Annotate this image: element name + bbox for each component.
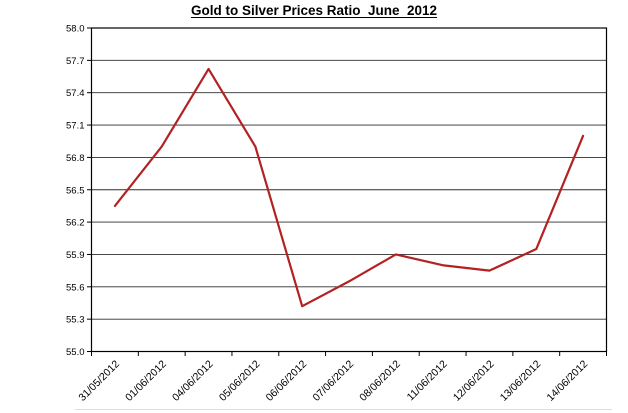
y-axis-label: 58.0 — [66, 24, 85, 35]
x-axis-label: 13/06/2012 — [498, 358, 544, 404]
y-axis-label: 56.2 — [66, 218, 85, 229]
x-axis-label: 11/06/2012 — [405, 358, 450, 403]
y-axis-label: 55.6 — [66, 282, 85, 293]
x-axis-label: 05/06/2012 — [217, 358, 263, 404]
x-axis-label: 31/05/2012 — [76, 358, 122, 404]
x-axis-label: 01/06/2012 — [123, 358, 169, 404]
x-axis-label: 04/06/2012 — [170, 358, 216, 404]
x-axis-label: 07/06/2012 — [310, 358, 356, 404]
series-line-gold-silver-ratio — [113, 67, 585, 308]
plot-border — [90, 27, 608, 353]
y-axis-label: 56.8 — [66, 153, 85, 164]
y-axis-label: 57.4 — [66, 88, 85, 99]
x-axis-label: 08/06/2012 — [357, 358, 403, 404]
chart-title: Gold to Silver Prices Ratio June 2012 — [190, 3, 438, 18]
y-axis-label: 57.1 — [66, 121, 85, 132]
y-axis-label: 57.7 — [66, 56, 85, 67]
x-axis-label: 06/06/2012 — [264, 358, 310, 404]
x-axis-label: 12/06/2012 — [451, 358, 497, 404]
y-axis-label: 56.5 — [66, 185, 85, 196]
y-axis-label: 55.3 — [66, 315, 85, 326]
y-axis-label: 55.9 — [66, 250, 85, 261]
x-axis-label: 14/06/2012 — [545, 358, 591, 404]
y-axis-label: 55.0 — [66, 347, 85, 358]
